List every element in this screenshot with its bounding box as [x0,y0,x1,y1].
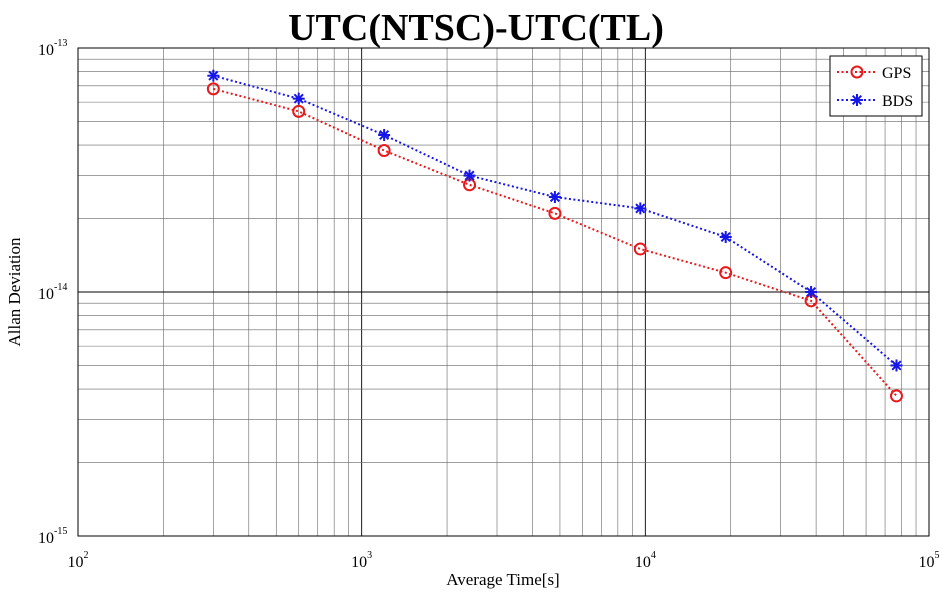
series-layer [206,69,903,403]
data-point-gps [633,242,647,256]
data-point-gps [292,104,306,118]
x-tick-label: 105 [919,550,940,571]
x-axis-label: Average Time[s] [446,570,559,589]
legend: GPS BDS [829,55,923,117]
series-line-bds [213,74,898,367]
data-point-bds [378,128,391,141]
data-point-bds [292,92,305,105]
data-point-bds [207,69,220,82]
legend-label-gps: GPS [882,65,911,82]
legend-marker-bds [851,94,863,106]
series-line-gps [213,87,898,397]
y-axis-label: Allan Deviation [5,237,24,347]
data-point-bds [719,231,732,244]
y-axis-ticks: 10-15 10-14 10-13 [38,38,67,547]
legend-marker-gps [850,65,864,79]
y-tick-label: 10-15 [38,526,67,547]
x-axis-ticks: 102 103 104 105 [68,550,940,571]
legend-label-bds: BDS [882,93,913,110]
data-point-bds [634,202,647,215]
series-gps [206,82,903,403]
data-point-gps [719,266,733,280]
y-tick-label: 10-13 [38,38,67,59]
data-point-bds [548,191,561,204]
y-tick-label: 10-14 [38,282,67,303]
data-point-gps [889,389,903,403]
x-tick-label: 102 [68,550,89,571]
x-tick-label: 104 [635,550,656,571]
data-point-bds [890,359,903,372]
data-point-bds [463,169,476,182]
grid-lines [78,48,929,536]
data-point-gps [548,206,562,220]
data-point-gps [206,82,220,96]
x-tick-label: 103 [351,550,372,571]
chart-title: UTC(NTSC)-UTC(TL) [288,7,664,49]
plot-area [77,47,930,537]
legend-box [829,55,923,117]
data-point-gps [377,144,391,158]
data-point-bds [805,286,818,298]
series-bds [207,69,903,372]
